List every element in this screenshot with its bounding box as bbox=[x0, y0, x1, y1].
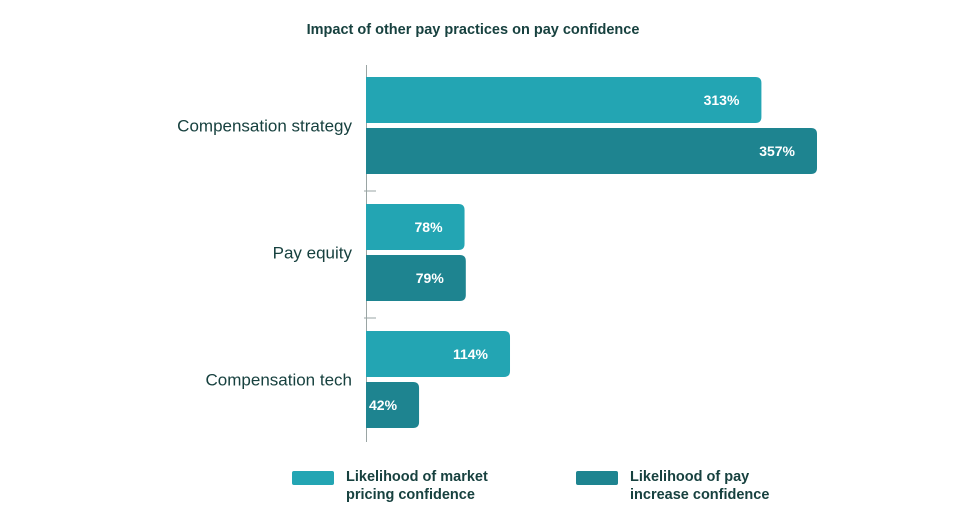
bar bbox=[366, 382, 420, 428]
bar bbox=[366, 331, 511, 377]
category-label: Compensation tech bbox=[206, 371, 352, 390]
data-label: 114% bbox=[453, 346, 489, 362]
legend-label-pay-increase: Likelihood of pay increase confidence bbox=[630, 468, 810, 504]
legend-item-pay-increase: Likelihood of pay increase confidence bbox=[576, 468, 810, 504]
data-label: 313% bbox=[704, 92, 740, 108]
bar bbox=[366, 204, 465, 250]
category-label: Pay equity bbox=[273, 244, 353, 263]
legend-label-line: increase confidence bbox=[630, 487, 770, 503]
bar bbox=[366, 255, 466, 301]
category-label: Compensation strategy bbox=[177, 117, 352, 136]
chart-title: Impact of other pay practices on pay con… bbox=[306, 22, 640, 38]
legend-item-market-pricing: Likelihood of market pricing confidence bbox=[292, 468, 526, 504]
legend-label-line: Likelihood of market bbox=[346, 469, 488, 485]
data-label: 42% bbox=[369, 397, 398, 413]
legend-label-market-pricing: Likelihood of market pricing confidence bbox=[346, 468, 526, 504]
data-label: 357% bbox=[759, 143, 795, 159]
legend: Likelihood of market pricing confidence … bbox=[292, 468, 810, 504]
legend-swatch-market-pricing bbox=[292, 471, 334, 485]
legend-label-line: pricing confidence bbox=[346, 487, 475, 503]
bar bbox=[366, 77, 762, 123]
legend-swatch-pay-increase bbox=[576, 471, 618, 485]
bar bbox=[366, 128, 817, 174]
data-label: 78% bbox=[415, 219, 444, 235]
data-label: 79% bbox=[416, 270, 445, 286]
legend-label-line: Likelihood of pay bbox=[630, 469, 750, 485]
